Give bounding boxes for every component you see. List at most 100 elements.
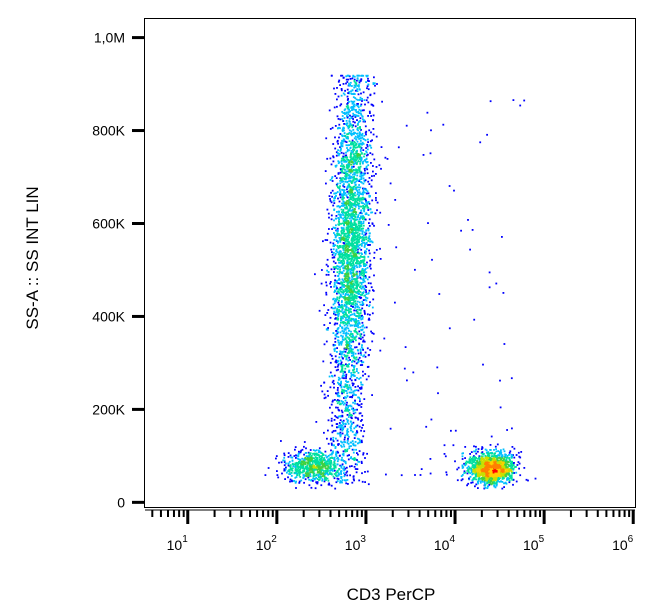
event-dot	[351, 313, 354, 316]
event-dot	[332, 199, 335, 202]
event-dot	[493, 476, 495, 479]
event-dot	[334, 415, 337, 417]
event-dot	[335, 311, 338, 313]
event-dot	[364, 191, 366, 194]
event-dot	[350, 287, 353, 290]
event-dot	[352, 232, 355, 234]
event-dot	[353, 375, 356, 377]
event-dot	[350, 414, 353, 417]
event-dot	[354, 109, 357, 112]
event-dot	[338, 254, 341, 257]
event-dot	[340, 458, 343, 461]
event-dot	[341, 222, 344, 225]
event-dot	[344, 434, 347, 437]
event-dot	[357, 123, 359, 125]
event-dot	[314, 467, 317, 470]
event-dot	[344, 371, 346, 374]
event-dot	[305, 455, 308, 457]
event-dot	[362, 91, 365, 94]
event-dot	[337, 267, 339, 270]
event-dot	[341, 388, 344, 391]
event-dot	[478, 475, 481, 478]
event-dot	[358, 238, 361, 241]
event-dot	[363, 340, 366, 343]
plot-frame	[144, 18, 636, 508]
event-dot	[334, 366, 337, 368]
event-dot	[343, 168, 346, 171]
event-dot	[341, 390, 343, 393]
event-dot	[311, 457, 314, 460]
event-dot	[360, 201, 363, 204]
event-dot	[496, 467, 498, 470]
event-dot	[345, 221, 348, 224]
event-dot	[372, 133, 375, 136]
event-dot	[352, 234, 354, 237]
event-dot	[329, 467, 332, 470]
event-dot	[341, 263, 344, 266]
event-dot	[344, 473, 346, 476]
event-dot	[345, 122, 348, 125]
event-dot	[334, 446, 337, 448]
event-dot	[504, 471, 507, 474]
event-dot	[352, 421, 355, 424]
event-dot	[343, 134, 346, 137]
event-dot	[350, 124, 353, 127]
event-dot	[508, 477, 510, 480]
event-dot	[365, 204, 367, 207]
event-dot	[343, 166, 345, 168]
event-dot	[349, 257, 352, 260]
event-dot	[277, 476, 280, 479]
event-dot	[329, 316, 332, 319]
event-dot	[332, 244, 335, 246]
event-dot	[354, 181, 357, 184]
event-dot	[343, 377, 345, 380]
event-dot	[358, 227, 360, 230]
event-dot	[330, 214, 333, 217]
event-dot	[365, 299, 368, 302]
event-dot	[357, 352, 360, 355]
event-dot	[307, 475, 310, 477]
event-dot	[356, 216, 359, 218]
event-dot	[365, 326, 368, 329]
event-dot	[316, 465, 319, 468]
event-dot	[305, 461, 307, 464]
event-dot	[343, 220, 345, 223]
event-dot	[359, 350, 362, 352]
event-dot	[343, 265, 346, 268]
event-dot	[365, 158, 368, 160]
event-dot	[345, 363, 347, 366]
event-dot	[312, 480, 314, 482]
event-dot	[345, 203, 347, 206]
event-dot	[333, 256, 336, 258]
event-dot	[335, 472, 337, 474]
event-dot	[338, 288, 340, 291]
event-dot	[479, 481, 482, 484]
event-dot	[358, 439, 361, 442]
event-dot	[329, 371, 332, 374]
event-dot	[330, 465, 332, 468]
event-dot	[333, 311, 336, 314]
event-dot	[345, 365, 348, 367]
event-dot	[342, 112, 345, 114]
event-dot	[341, 135, 344, 138]
event-dot	[343, 475, 346, 478]
event-dot	[354, 468, 357, 470]
event-dot	[333, 477, 336, 480]
event-dot	[337, 247, 340, 250]
event-dot	[498, 480, 501, 483]
event-dot	[363, 264, 366, 267]
event-dot	[357, 99, 359, 101]
event-dot	[326, 460, 329, 463]
event-dot	[323, 464, 325, 467]
event-dot	[361, 383, 364, 386]
event-dot	[366, 87, 368, 90]
event-dot	[352, 197, 355, 200]
event-dot	[353, 357, 356, 360]
event-dot	[365, 238, 368, 241]
event-dot	[364, 373, 367, 375]
event-dot	[351, 440, 354, 442]
event-dot	[354, 389, 356, 392]
event-dot	[345, 226, 348, 229]
event-dot	[478, 460, 481, 463]
event-dot	[367, 237, 370, 240]
